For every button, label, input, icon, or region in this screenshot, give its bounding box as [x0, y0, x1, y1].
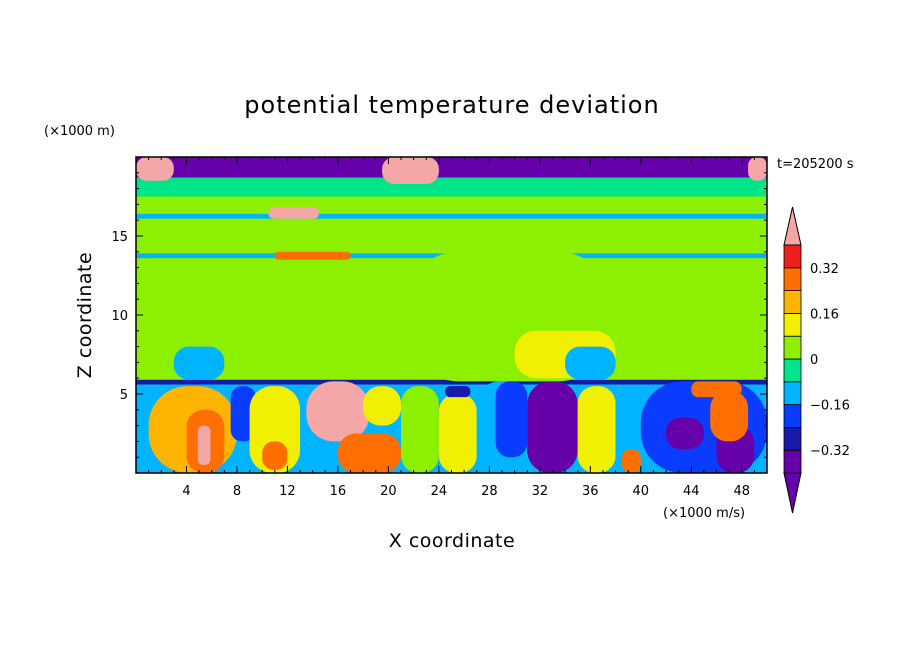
colorbar-band-1 [783, 426, 802, 451]
y-axis-label: Z coordinate [74, 252, 96, 378]
contour-region-25 [401, 386, 439, 473]
colorbar-under-triangle [783, 472, 802, 514]
colorbar-band-6 [783, 312, 802, 337]
contour-region-7 [136, 157, 174, 181]
colorbar-band-9 [783, 244, 802, 269]
x-tick-label: 24 [431, 484, 448, 499]
chart-title: potential temperature deviation [244, 91, 659, 119]
colorbar-band-5 [783, 335, 802, 360]
contour-region-10 [268, 207, 319, 219]
contour-region-26 [438, 394, 477, 473]
contour-region-9 [748, 157, 767, 181]
contour-region-23 [337, 433, 402, 473]
colorbar-label: 0.32 [810, 262, 839, 277]
x-tick-label: 8 [233, 484, 241, 499]
contour-region-20 [249, 386, 301, 473]
contour-region-27 [445, 386, 471, 398]
colorbar-label: 0 [810, 353, 818, 368]
contour-region-18 [197, 425, 211, 466]
x-tick-label: 48 [733, 484, 750, 499]
contour-region-8 [382, 157, 439, 184]
colorbar-label: −0.16 [810, 399, 850, 414]
x-tick-label: 12 [279, 484, 296, 499]
x-tick-label: 20 [380, 484, 397, 499]
x-unit-label: (×1000 m/s) [663, 506, 745, 521]
x-axis-label: X coordinate [389, 530, 515, 552]
x-tick-label: 44 [683, 484, 700, 499]
x-tick-label: 40 [633, 484, 650, 499]
colorbar-band-3 [783, 381, 802, 405]
plot-area [136, 157, 767, 473]
contour-region-30 [527, 381, 578, 473]
x-tick-label: 32 [532, 484, 549, 499]
x-tick-label: 28 [481, 484, 498, 499]
colorbar-band-4 [783, 358, 802, 383]
y-axis-ticks: 5 10 15 [111, 172, 767, 458]
contour-region-11 [274, 251, 351, 260]
contour-region-15 [173, 346, 225, 380]
contour-region-14 [565, 346, 616, 380]
x-tick-label: 16 [330, 484, 347, 499]
y-unit-label: (×1000 m) [44, 124, 115, 139]
y-tick-label: 15 [111, 230, 128, 245]
x-axis-ticks: 4 8 12 16 20 24 28 32 36 40 44 48 [148, 157, 755, 499]
contour-region-6 [136, 379, 767, 385]
time-label: t=205200 s [777, 157, 854, 172]
colorbar-band-8 [783, 267, 802, 291]
contour-region-38 [691, 381, 742, 398]
contour-region-31 [577, 386, 616, 473]
colorbar-band-7 [783, 290, 802, 314]
contour-region-21 [262, 441, 288, 470]
x-tick-label: 4 [182, 484, 190, 499]
contour-region-35 [666, 417, 704, 450]
colorbar-band-2 [783, 404, 802, 428]
contour-region-37 [710, 390, 749, 442]
colorbar-band-0 [783, 449, 802, 474]
colorbar-label: −0.32 [810, 444, 850, 459]
x-tick-label: 36 [582, 484, 599, 499]
y-tick-label: 5 [120, 388, 128, 403]
contour-region-33 [621, 449, 641, 473]
y-tick-label: 10 [111, 309, 128, 324]
contour-region-4 [136, 213, 767, 219]
contour-region-2 [136, 177, 767, 197]
contour-region-3 [136, 157, 767, 178]
contour-region-29 [495, 381, 528, 458]
colorbar-over-triangle [783, 206, 802, 246]
colorbar-label: 0.16 [810, 307, 839, 322]
colorbar: 0.32 0.16 0 −0.16 −0.32 [783, 206, 850, 514]
contour-region-24 [363, 386, 402, 426]
contour-region-22 [306, 381, 370, 442]
contour-regions [136, 157, 767, 473]
